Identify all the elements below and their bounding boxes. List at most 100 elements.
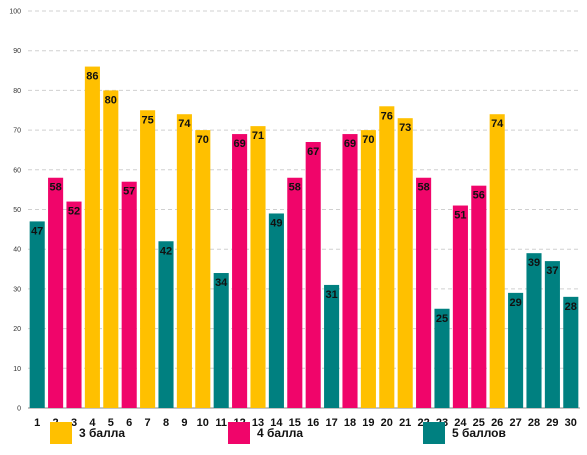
y-tick-label: 70 [13, 128, 21, 135]
x-tick-label: 1 [34, 417, 40, 429]
gridlines [28, 10, 580, 409]
x-tick-label: 5 [108, 417, 114, 429]
x-tick-label: 9 [181, 417, 187, 429]
bar-29 [544, 261, 560, 408]
legend: 3 балла 4 балла 5 баллов [50, 422, 506, 444]
data-label: 69 [344, 138, 356, 150]
bar-7 [140, 110, 156, 408]
legend-label: 3 балла [79, 426, 125, 440]
bar-11 [213, 273, 229, 408]
legend-label: 4 балла [257, 426, 303, 440]
x-tick-label: 28 [528, 417, 540, 429]
data-label: 51 [454, 210, 466, 222]
data-label: 71 [252, 130, 264, 142]
legend-swatch [423, 422, 445, 444]
data-label: 29 [509, 297, 521, 309]
data-label: 47 [31, 225, 43, 237]
y-tick-label: 80 [13, 88, 21, 95]
bar-10 [195, 130, 211, 408]
data-label: 67 [307, 146, 319, 158]
bar-17 [324, 284, 340, 408]
y-tick-label: 50 [13, 207, 21, 214]
x-tick-label: 14 [270, 417, 283, 429]
bar-12 [232, 134, 248, 408]
data-label: 76 [381, 110, 393, 122]
data-label: 57 [123, 186, 135, 198]
x-tick-label: 19 [362, 417, 374, 429]
x-tick-label: 25 [473, 417, 485, 429]
bar-23 [434, 308, 450, 408]
bars [29, 66, 579, 409]
x-tick-label: 16 [307, 417, 319, 429]
data-label: 58 [289, 182, 301, 194]
data-label: 86 [86, 71, 98, 83]
data-label: 74 [178, 118, 191, 130]
legend-label: 5 баллов [452, 426, 506, 440]
bar-19 [360, 130, 376, 408]
y-tick-label: 20 [13, 326, 21, 333]
data-label: 34 [215, 277, 228, 289]
bar-21 [397, 118, 413, 408]
data-label: 70 [197, 134, 209, 146]
x-tick-label: 17 [325, 417, 337, 429]
x-tick-label: 18 [344, 417, 356, 429]
bar-30 [563, 296, 579, 408]
legend-swatch [228, 422, 250, 444]
data-label: 37 [546, 265, 558, 277]
x-tick-label: 7 [145, 417, 151, 429]
data-label: 75 [141, 114, 153, 126]
bar-24 [452, 205, 468, 408]
data-label: 56 [473, 190, 485, 202]
bar-2 [48, 177, 64, 408]
y-tick-label: 40 [13, 247, 21, 254]
y-tick-label: 10 [13, 366, 21, 373]
legend-item: 3 балла [50, 422, 125, 444]
x-tick-label: 26 [491, 417, 503, 429]
y-tick-label: 100 [9, 9, 21, 16]
y-tick-label: 30 [13, 286, 21, 293]
x-tick-label: 21 [399, 417, 411, 429]
bar-14 [268, 213, 284, 408]
y-axis-ticks: 0 10 20 30 40 50 60 70 80 90 100 [9, 9, 21, 413]
bar-1 [29, 221, 45, 408]
legend-item: 4 балла [228, 422, 303, 444]
x-tick-label: 6 [126, 417, 132, 429]
x-tick-label: 11 [215, 417, 227, 429]
data-label: 25 [436, 313, 448, 325]
x-tick-label: 4 [89, 417, 96, 429]
data-label: 69 [233, 138, 245, 150]
bar-20 [379, 106, 395, 408]
bar-22 [416, 177, 432, 408]
data-label: 80 [105, 94, 117, 106]
x-tick-label: 3 [71, 417, 77, 429]
y-tick-label: 60 [13, 167, 21, 174]
bar-25 [471, 185, 487, 408]
x-tick-label: 24 [454, 417, 467, 429]
bar-5 [103, 90, 119, 409]
data-label: 31 [325, 289, 337, 301]
bar-8 [158, 241, 174, 408]
bar-18 [342, 134, 358, 408]
bar-27 [508, 292, 524, 408]
x-tick-label: 30 [565, 417, 577, 429]
x-tick-label: 27 [509, 417, 521, 429]
data-label: 58 [49, 182, 61, 194]
data-labels: 47 58 52 86 80 57 75 42 74 70 34 69 71 49 58 67 31 69 70 76… [31, 71, 577, 325]
data-label: 73 [399, 122, 411, 134]
bar-4 [84, 66, 100, 408]
bar-16 [305, 142, 321, 408]
legend-item: 5 баллов [423, 422, 506, 444]
data-label: 39 [528, 257, 540, 269]
x-tick-label: 15 [289, 417, 301, 429]
y-tick-label: 0 [17, 406, 21, 413]
bar-15 [287, 177, 303, 408]
bar-28 [526, 253, 542, 408]
x-tick-label: 10 [197, 417, 209, 429]
bar-6 [121, 181, 137, 408]
x-tick-label: 8 [163, 417, 169, 429]
bar-26 [489, 114, 505, 408]
y-tick-label: 90 [13, 48, 21, 55]
x-tick-label: 29 [546, 417, 558, 429]
